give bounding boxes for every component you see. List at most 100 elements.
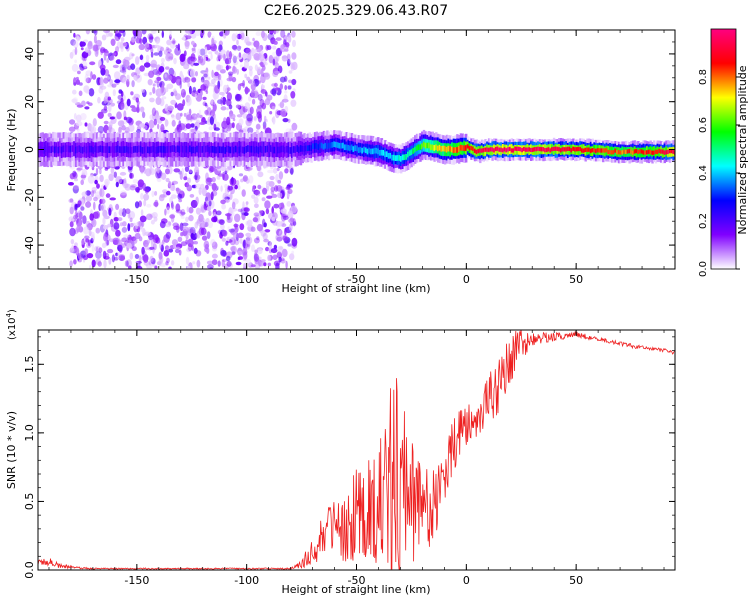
heatmap-cell <box>401 154 405 161</box>
colorbar-tick-label: 0.0 <box>698 261 709 277</box>
heatmap-cell <box>84 190 88 197</box>
snr-y-tick-label: 0.0 <box>23 561 36 579</box>
heatmap-cell <box>130 91 134 96</box>
heatmap-cell <box>178 120 182 128</box>
heatmap-cell <box>170 184 176 191</box>
snr-x-ticks: -150 -100 -50 0 50 <box>48 330 665 587</box>
heatmap-cell <box>537 146 540 151</box>
heatmap-cell <box>136 146 139 153</box>
heatmap-cell <box>419 144 422 151</box>
heatmap-cell <box>93 173 97 177</box>
heatmap-cell <box>514 146 517 151</box>
heatmap-cell <box>284 85 288 91</box>
heatmap-cell <box>303 146 306 152</box>
heatmap-cell <box>646 150 649 155</box>
heatmap-cell <box>222 192 227 202</box>
snr-multiplier-close: ) <box>7 309 18 313</box>
heatmap-cell <box>118 254 126 259</box>
heatmap-cell <box>113 217 119 222</box>
heatmap-cell <box>270 248 278 254</box>
colorbar-tick-label: 0.6 <box>698 117 709 133</box>
heatmap-cell <box>164 119 169 127</box>
heatmap-cell <box>508 146 512 152</box>
heatmap-cell <box>262 232 268 240</box>
heatmap-cell <box>84 47 89 53</box>
heatmap-cell <box>415 145 419 152</box>
heatmap-cell <box>107 223 112 228</box>
heatmap-cell <box>101 145 104 153</box>
heatmap-cell <box>291 78 297 86</box>
heatmap-cell <box>187 177 192 184</box>
heatmap-cell <box>69 221 74 228</box>
heatmap-cell <box>212 146 215 153</box>
heatmap-cell <box>220 224 225 230</box>
heatmap-cell <box>103 225 109 230</box>
heatmap-cell <box>384 151 387 158</box>
heatmap-cell <box>133 237 138 244</box>
heatmap-cell <box>333 141 336 148</box>
heatmap-cell <box>243 212 249 216</box>
heatmap-cell <box>166 75 173 81</box>
heatmap-cell <box>189 169 193 174</box>
heatmap-cell <box>196 218 203 224</box>
heatmap-cell <box>206 177 213 183</box>
heatmap-cell <box>242 176 248 182</box>
heatmap-cell <box>114 79 121 84</box>
heatmap-cell <box>577 146 580 152</box>
heatmap-cell <box>266 145 269 153</box>
heatmap-cell <box>268 181 275 187</box>
heatmap-cell <box>153 118 158 126</box>
heatmap-cell <box>129 146 132 154</box>
heatmap-cell <box>256 111 262 119</box>
heatmap-cell <box>185 59 188 65</box>
heatmap-cell <box>120 190 127 196</box>
heatmap-cell <box>237 208 243 212</box>
heatmap-cell <box>424 142 427 149</box>
heatmap-cell <box>189 194 195 198</box>
heatmap-cell <box>176 124 183 133</box>
heatmap-cell <box>141 255 149 262</box>
heatmap-cell <box>138 145 141 153</box>
heatmap-cell <box>204 102 208 107</box>
heatmap-cell <box>171 180 179 185</box>
heatmap-cell <box>459 144 463 151</box>
heatmap-cell <box>168 221 172 226</box>
heatmap-cell <box>277 245 284 254</box>
heatmap-cell <box>107 96 112 101</box>
heatmap-cell <box>143 199 147 207</box>
heatmap-cell <box>230 210 235 217</box>
heatmap-cell <box>272 58 276 66</box>
heatmap-cell <box>80 206 85 211</box>
heatmap-cell <box>133 31 137 39</box>
heatmap-cell <box>112 52 117 56</box>
heatmap-cell <box>170 114 175 118</box>
heatmap-cell <box>310 145 313 151</box>
heatmap-cell <box>99 174 104 183</box>
heatmap-cell <box>168 248 174 253</box>
heatmap-cell <box>628 148 631 154</box>
heatmap-cell <box>149 246 155 250</box>
heatmap-cell <box>280 30 286 38</box>
heatmap-cell <box>71 145 74 152</box>
heatmap-cell <box>281 98 289 103</box>
heatmap-cell <box>246 76 251 82</box>
heatmap-cell <box>133 93 140 99</box>
heatmap-cell <box>272 254 278 261</box>
heatmap-cell <box>118 146 122 153</box>
heatmap-cell <box>447 145 450 152</box>
heatmap-cell <box>280 208 287 214</box>
heatmap-cell <box>175 146 178 153</box>
heatmap-cell <box>71 98 78 103</box>
heatmap-cell <box>130 184 137 188</box>
heatmap-cell <box>224 184 228 189</box>
heatmap-cell <box>164 208 167 216</box>
heatmap-cell <box>195 196 199 206</box>
heatmap-cell <box>77 70 81 75</box>
heatmap-cell <box>107 248 114 254</box>
heatmap-cell <box>280 145 283 153</box>
heatmap-cell <box>280 259 286 264</box>
heatmap-cell <box>197 146 201 153</box>
heatmap-cell <box>281 248 288 258</box>
heatmap-cell <box>129 252 134 260</box>
heatmap-cell <box>98 87 104 94</box>
